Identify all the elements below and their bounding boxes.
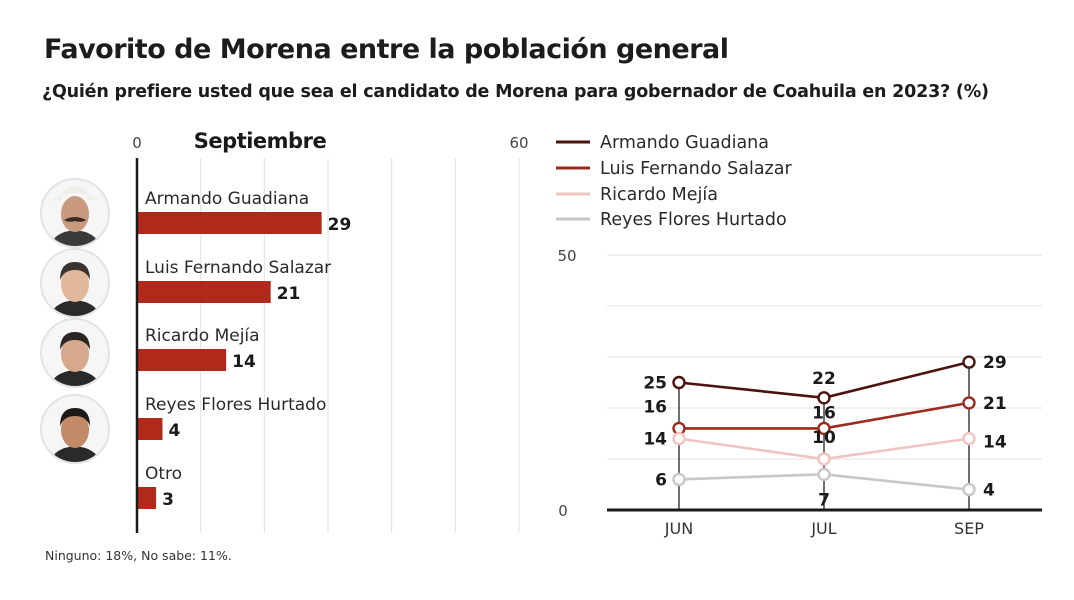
bar [137, 418, 163, 440]
line-x-tick-label: SEP [954, 519, 984, 538]
footnote: Ninguno: 18%, No sabe: 11%. [45, 548, 232, 563]
series-value-label: 7 [818, 490, 830, 510]
legend-label: Luis Fernando Salazar [600, 159, 792, 179]
bar-chart-title: Septiembre [194, 129, 327, 153]
avatar-luis-fernando-salazar [40, 248, 110, 318]
series-value-label: 14 [643, 430, 667, 450]
series-value-label: 29 [983, 353, 1007, 373]
avatar-armando-guadiana [40, 178, 110, 248]
series-point [817, 452, 831, 466]
bar [137, 281, 271, 303]
bar-value-label: 4 [168, 421, 180, 441]
bar-x-tick-label: 60 [509, 134, 528, 152]
series-value-label: 10 [812, 428, 836, 448]
bar-category-label: Otro [145, 464, 182, 484]
series-value-label: 22 [812, 369, 836, 389]
series-point [672, 375, 686, 390]
chart-title: Favorito de Morena entre la población ge… [44, 34, 729, 65]
portrait-icon [50, 332, 100, 386]
series-point [962, 431, 976, 446]
legend-label: Ricardo Mejía [600, 185, 718, 205]
series-point [962, 482, 976, 497]
portrait-icon [50, 408, 100, 462]
bar-category-label: Luis Fernando Salazar [145, 258, 331, 278]
avatar-ricardo-mej-a [40, 318, 110, 388]
legend-label: Armando Guadiana [600, 133, 769, 153]
series-point [962, 355, 976, 369]
series-value-label: 25 [643, 374, 667, 394]
series-point [817, 421, 831, 436]
bar-value-label: 21 [277, 284, 301, 304]
legend-label: Reyes Flores Hurtado [600, 210, 787, 230]
bar-category-label: Armando Guadiana [145, 189, 309, 209]
series-point [672, 472, 686, 487]
series-point [817, 391, 831, 405]
bar [137, 212, 322, 234]
avatar-reyes-flores-hurtado [40, 394, 110, 464]
series-value-label: 14 [983, 433, 1007, 453]
series-value-label: 16 [812, 403, 836, 423]
series-value-label: 4 [983, 481, 995, 501]
bar-x-tick-label: 0 [132, 134, 142, 152]
bar-value-label: 3 [162, 490, 174, 510]
bar-value-label: 29 [328, 215, 352, 235]
line-y-tick-label: 50 [557, 247, 576, 265]
portrait-icon [50, 187, 100, 246]
bar-category-label: Ricardo Mejía [145, 326, 260, 346]
series-point [672, 431, 686, 446]
series-value-label: 21 [983, 394, 1007, 414]
line-x-tick-label: JUN [664, 519, 693, 538]
line-y-tick-label: 0 [558, 502, 568, 520]
series-value-label: 16 [643, 397, 667, 417]
bar-category-label: Reyes Flores Hurtado [145, 395, 326, 415]
bar-value-label: 14 [232, 352, 256, 372]
chart-subtitle: ¿Quién prefiere usted que sea el candida… [42, 82, 989, 102]
bar [137, 487, 157, 509]
bar [137, 349, 227, 371]
series-point [962, 396, 976, 410]
line-x-tick-label: JUL [810, 519, 836, 538]
series-point [817, 467, 831, 481]
portrait-icon [50, 262, 100, 316]
series-value-label: 6 [655, 470, 667, 490]
